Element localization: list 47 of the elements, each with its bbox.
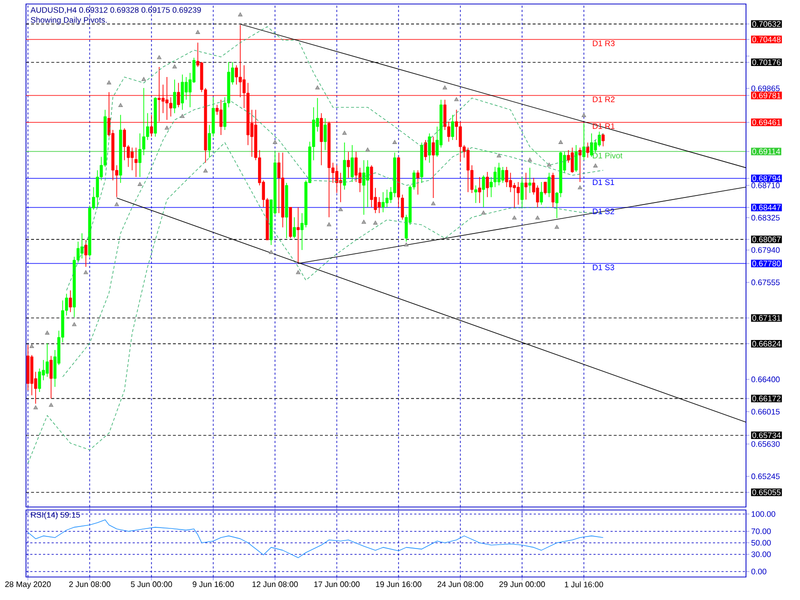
y-tick-label: 100.00 <box>752 511 776 517</box>
y-tick-label: 0.68325 <box>751 214 780 221</box>
y-tick-label: 0.65055 <box>752 489 781 496</box>
chart-title: AUDUSD,H4 0.69312 0.69328 0.69175 0.69239 <box>30 7 201 14</box>
y-tick-label: 0.68447 <box>752 204 781 210</box>
chart-title: RSI(14) 59.15 <box>31 512 80 520</box>
y-tick-label: 0.65245 <box>751 474 780 480</box>
ref-line-label: D1 R2 <box>592 96 615 102</box>
y-tick-label: 30.00 <box>751 551 771 558</box>
y-tick-label: 0.70176 <box>752 59 781 66</box>
y-tick-label: 0.67131 <box>752 315 781 321</box>
y-tick-label: 0.66824 <box>752 340 781 347</box>
y-tick-label: 0.67780 <box>752 260 781 266</box>
y-tick-label: 0.00 <box>751 568 766 574</box>
y-tick-label: 0.65734 <box>752 432 781 438</box>
y-tick-label: 70.00 <box>751 528 771 534</box>
ref-line-label: D1 S3 <box>592 264 614 270</box>
x-tick-label: 28 May 2020 <box>5 581 51 589</box>
x-tick-label: 2 Jun 08:00 <box>69 581 110 588</box>
y-tick-label: 0.70448 <box>752 36 781 42</box>
x-tick-label: 17 Jun 00:00 <box>314 581 360 588</box>
ref-line-label: D1 S1 <box>592 179 614 186</box>
y-tick-label: 0.67940 <box>751 247 780 253</box>
y-tick-label: 0.68794 <box>752 176 781 182</box>
y-tick-label: 0.70632 <box>752 21 781 27</box>
y-tick-label: 50.00 <box>751 540 771 546</box>
text: Showing Daily Pivots. <box>30 16 107 24</box>
ref-line-label: D1 Pivot <box>592 152 622 158</box>
y-tick-label: 0.66400 <box>751 376 780 382</box>
x-tick-label: 29 Jun 00:00 <box>499 581 545 588</box>
y-tick-label: 0.68710 <box>751 182 780 188</box>
y-tick-label: 0.69781 <box>752 92 781 98</box>
y-tick-label: 0.69865 <box>751 86 780 92</box>
x-tick-label: 5 Jun 00:00 <box>130 581 172 588</box>
y-tick-label: 0.69114 <box>752 148 780 154</box>
x-tick-label: 19 Jun 16:00 <box>376 581 422 588</box>
y-tick-label: 0.67555 <box>751 280 780 286</box>
y-tick-label: 0.66015 <box>751 408 780 415</box>
x-tick-label: 1 Jul 16:00 <box>564 581 604 588</box>
ref-line-label: D1 R3 <box>592 40 615 46</box>
x-tick-label: 24 Jun 08:00 <box>438 581 484 588</box>
x-tick-label: 9 Jun 16:00 <box>192 581 234 588</box>
y-tick-label: 0.69461 <box>752 119 781 126</box>
x-tick-label: 12 Jun 08:00 <box>252 581 298 588</box>
y-tick-label: 0.65630 <box>751 441 780 447</box>
y-tick-label: 0.66172 <box>752 396 781 402</box>
y-tick-label: 0.68067 <box>752 236 781 242</box>
